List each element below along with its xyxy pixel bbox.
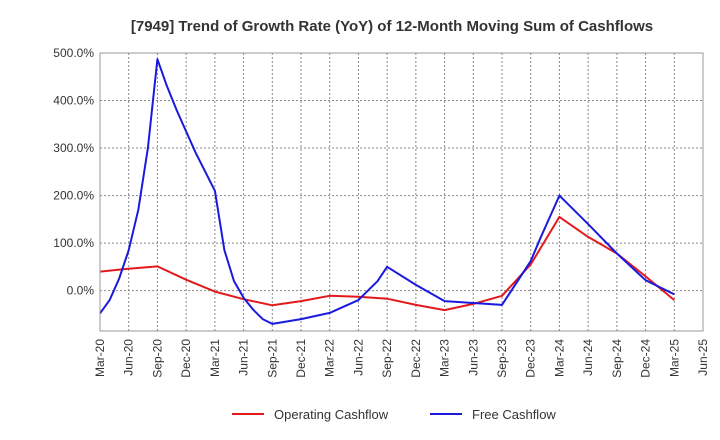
series-lines bbox=[99, 58, 675, 325]
x-tick-label: Mar-21 bbox=[208, 339, 222, 377]
y-tick-label: 400.0% bbox=[53, 94, 94, 108]
plot-frame bbox=[99, 52, 704, 332]
y-tick-label: 0.0% bbox=[67, 284, 95, 298]
x-tick-label: Dec-23 bbox=[524, 339, 538, 378]
x-tick-label: Sep-21 bbox=[265, 339, 279, 378]
x-tick-label: Mar-25 bbox=[667, 339, 681, 377]
y-axis-ticks: 0.0% 100.0% 200.0% 300.0% 400.0% 500.0% bbox=[53, 46, 94, 298]
y-tick-label: 300.0% bbox=[53, 141, 94, 155]
x-tick-label: Dec-24 bbox=[639, 339, 653, 378]
y-tick-label: 200.0% bbox=[53, 189, 94, 203]
x-tick-label: Dec-20 bbox=[179, 339, 193, 378]
x-tick-label: Sep-23 bbox=[495, 339, 509, 378]
legend-label-free-cashflow: Free Cashflow bbox=[472, 407, 556, 422]
x-tick-label: Dec-22 bbox=[409, 339, 423, 378]
x-tick-label: Mar-20 bbox=[93, 339, 107, 377]
x-tick-label: Jun-24 bbox=[581, 339, 595, 376]
grid bbox=[99, 52, 704, 331]
x-tick-label: Jun-25 bbox=[696, 339, 710, 376]
x-axis-ticks: Mar-20 Jun-20 Sep-20 Dec-20 Mar-21 Jun-21 Sep-… bbox=[93, 339, 710, 378]
x-tick-label: Sep-22 bbox=[380, 339, 394, 378]
x-tick-label: Jun-21 bbox=[237, 339, 251, 376]
x-tick-label: Mar-22 bbox=[323, 339, 337, 377]
x-tick-label: Dec-21 bbox=[294, 339, 308, 378]
legend: Operating Cashflow Free Cashflow bbox=[232, 407, 556, 422]
x-tick-label: Mar-23 bbox=[438, 339, 452, 377]
y-tick-label: 500.0% bbox=[53, 46, 94, 60]
chart-title: [7949] Trend of Growth Rate (YoY) of 12-… bbox=[131, 18, 653, 35]
x-tick-label: Mar-24 bbox=[552, 339, 566, 377]
legend-label-operating-cashflow: Operating Cashflow bbox=[274, 407, 389, 422]
x-tick-label: Sep-24 bbox=[610, 339, 624, 378]
operating-cashflow-line bbox=[99, 215, 675, 312]
free-cashflow-line bbox=[99, 58, 675, 325]
x-tick-label: Jun-23 bbox=[466, 339, 480, 376]
x-tick-label: Sep-20 bbox=[150, 339, 164, 378]
y-tick-label: 100.0% bbox=[53, 236, 94, 250]
x-tick-label: Jun-22 bbox=[351, 339, 365, 376]
x-tick-label: Jun-20 bbox=[122, 339, 136, 376]
